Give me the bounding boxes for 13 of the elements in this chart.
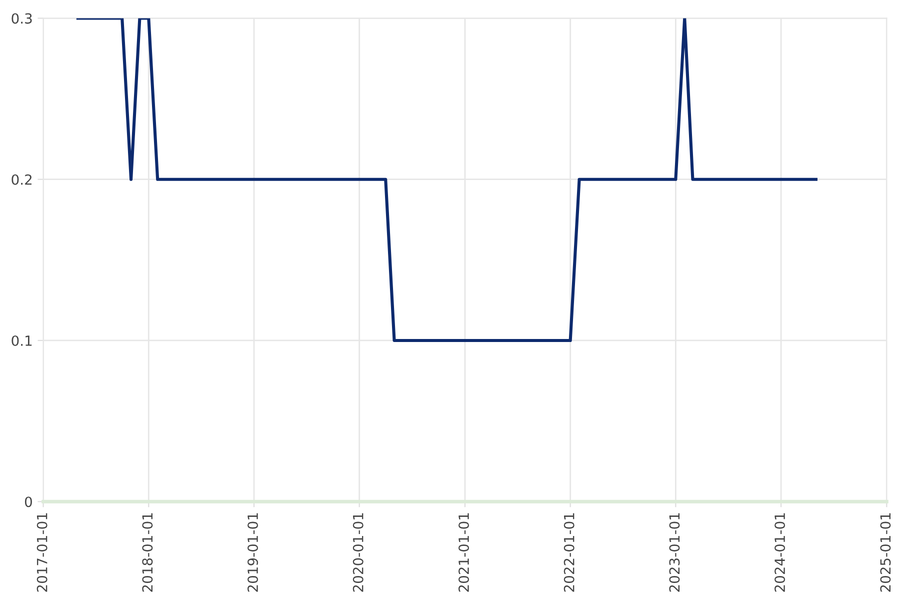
x-tick-label: 2020-01-01 xyxy=(352,513,364,592)
x-tick-label: 2018-01-01 xyxy=(142,513,153,592)
y-tick-label: 0.3 xyxy=(12,13,32,24)
x-tick-label: 2023-01-01 xyxy=(669,513,680,592)
x-tick-label: 2021-01-01 xyxy=(458,513,470,592)
x-tick-label: 2019-01-01 xyxy=(248,513,258,592)
y-tick-label: 0.2 xyxy=(12,174,32,185)
x-tick-label: 2024-01-01 xyxy=(774,513,786,592)
y-tick-label: 0.1 xyxy=(12,335,32,346)
x-tick-label: 2025-01-01 xyxy=(880,513,891,592)
x-tick-label: 2017-01-01 xyxy=(36,513,48,592)
x-tick-label: 2022-01-01 xyxy=(564,513,574,592)
y-tick-label: 0 xyxy=(24,496,32,508)
